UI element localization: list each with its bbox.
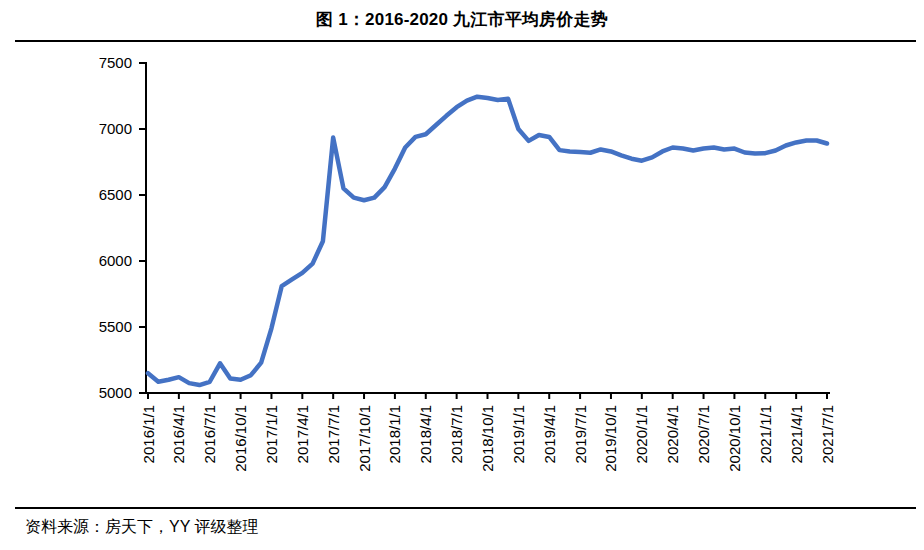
y-axis-ticks: 5000 5500 6000 6500 7000 7500: [99, 54, 146, 401]
x-tick-label: 2017/4/1: [294, 405, 311, 463]
x-tick-label: 2016/1/1: [140, 405, 157, 463]
x-tick-label: 2017/1/1: [263, 405, 280, 463]
x-tick-label: 2019/10/1: [602, 405, 619, 472]
x-tick-label: 2016/7/1: [201, 405, 218, 463]
x-tick-label: 2018/4/1: [417, 405, 434, 463]
x-tick-label: 2020/1/1: [633, 405, 650, 463]
x-tick-label: 2017/10/1: [356, 405, 373, 472]
price-trend-line-chart: 5000 5500 6000 6500 7000 7500 2016/1/1 2016/4/1…: [0, 0, 924, 510]
y-tick-label: 7500: [99, 54, 132, 71]
y-tick-label: 5500: [99, 318, 132, 335]
axis-lines: [146, 62, 830, 393]
x-tick-label: 2017/7/1: [325, 405, 342, 463]
x-tick-label: 2019/1/1: [510, 405, 527, 463]
x-tick-label: 2021/7/1: [819, 405, 836, 463]
x-tick-label: 2021/4/1: [788, 405, 805, 463]
price-series-line: [148, 97, 827, 385]
x-tick-label: 2019/4/1: [541, 405, 558, 463]
axes: [146, 62, 830, 393]
x-tick-label: 2020/4/1: [664, 405, 681, 463]
x-axis-ticks: 2016/1/1 2016/4/1 2016/7/1 2016/10/1 2017/1/…: [140, 393, 836, 472]
x-tick-label: 2018/1/1: [386, 405, 403, 463]
x-tick-label: 2019/7/1: [572, 405, 589, 463]
x-tick-label: 2020/10/1: [726, 405, 743, 472]
x-tick-label: 2021/1/1: [757, 405, 774, 463]
x-tick-label: 2018/7/1: [448, 405, 465, 463]
x-tick-label: 2018/10/1: [479, 405, 496, 472]
bottom-divider: [15, 507, 916, 509]
x-tick-label: 2016/10/1: [232, 405, 249, 472]
y-tick-label: 6000: [99, 252, 132, 269]
x-tick-label: 2016/4/1: [170, 405, 187, 463]
source-note: 资料来源：房天下，YY 评级整理: [25, 517, 259, 538]
y-tick-label: 7000: [99, 120, 132, 137]
y-tick-label: 5000: [99, 384, 132, 401]
y-tick-label: 6500: [99, 186, 132, 203]
x-tick-label: 2020/7/1: [695, 405, 712, 463]
